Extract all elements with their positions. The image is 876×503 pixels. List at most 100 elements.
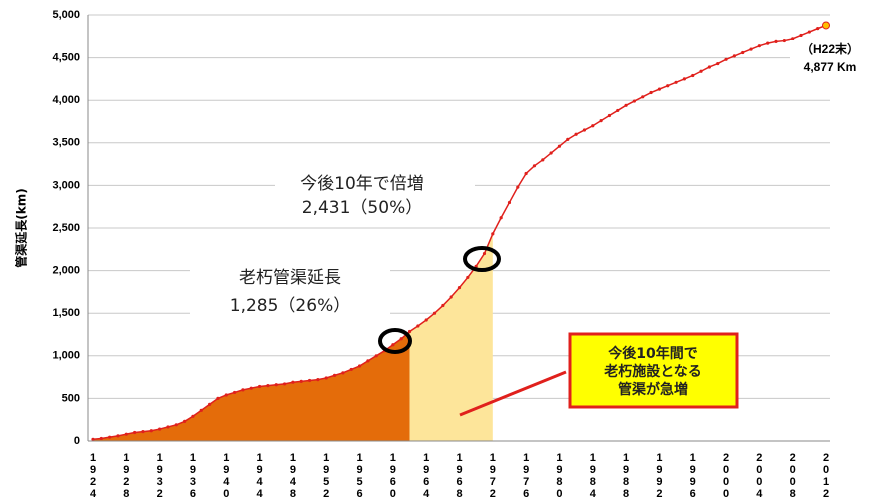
label-bg (275, 168, 475, 220)
line-layer (91, 21, 830, 441)
annotation: 老朽管渠延長 (239, 268, 341, 288)
data-point (257, 384, 262, 389)
callout-box (568, 332, 739, 409)
x-tick-label: 1960 (387, 452, 399, 500)
data-point (516, 185, 520, 189)
data-point (691, 73, 695, 78)
callout-text: 今後10年間で (607, 345, 697, 362)
data-point (91, 437, 95, 441)
x-tick-label: 1944 (254, 452, 266, 500)
data-point (657, 87, 662, 91)
y-tick-label: 1,500 (52, 307, 80, 319)
data-point (716, 61, 720, 66)
data-point (699, 69, 703, 73)
label-bg (790, 40, 872, 76)
x-tick-label: 1980 (553, 452, 565, 500)
data-point (324, 376, 328, 380)
data-point (782, 38, 786, 43)
x-tick-label: 2004 (753, 452, 765, 500)
data-point (549, 151, 553, 155)
x-tick-label: 1936 (187, 452, 199, 500)
data-point (707, 65, 711, 69)
data-point (166, 425, 170, 429)
data-point (482, 251, 487, 256)
x-tick-label: 1972 (487, 452, 499, 500)
data-point (466, 275, 470, 280)
data-point (224, 393, 228, 397)
data-point (391, 343, 395, 347)
y-tick-label: 4,000 (52, 94, 80, 106)
data-point (341, 371, 345, 375)
data-point (291, 380, 295, 384)
annotation: 2,431（50%） (302, 198, 422, 218)
data-point (233, 390, 237, 395)
data-point (774, 39, 778, 44)
data-point (541, 158, 545, 162)
x-tick-label: 1928 (120, 452, 132, 500)
data-point (407, 329, 412, 334)
data-point (357, 364, 362, 368)
data-point (116, 434, 120, 438)
data-point (124, 432, 128, 436)
data-point (822, 21, 830, 30)
data-point (299, 379, 303, 383)
y-tick-label: 4,500 (52, 52, 80, 64)
data-point (332, 373, 337, 377)
y-tick-label: 3,500 (52, 137, 80, 149)
y-tick-label: 5,000 (52, 9, 80, 21)
x-tick-label: 1952 (320, 452, 332, 500)
data-point (191, 414, 195, 418)
data-point (791, 37, 795, 41)
data-point (807, 30, 811, 34)
data-point (632, 99, 637, 103)
x-tick-label: 1976 (520, 452, 532, 500)
x-tick-label: 1948 (287, 452, 299, 500)
data-point (99, 436, 103, 441)
data-point (133, 430, 137, 435)
data-point (732, 54, 736, 58)
data-point (241, 388, 245, 392)
highlight-circle (378, 328, 412, 354)
annotation: 1,285（26%） (230, 296, 350, 316)
area-fill (93, 331, 410, 441)
y-tick-label: 1,000 (52, 350, 80, 362)
data-point (724, 57, 728, 61)
x-tick-label: 1984 (587, 452, 599, 500)
y-tick-label: 2,500 (52, 222, 80, 234)
data-point (674, 80, 678, 84)
data-point (249, 386, 253, 390)
data-point (682, 77, 686, 81)
label-bg (190, 262, 390, 320)
data-point (274, 383, 278, 387)
data-point (374, 354, 378, 358)
data-point (524, 171, 528, 176)
x-tick-label: 1988 (620, 452, 632, 500)
x-tick-label: 1968 (454, 452, 466, 500)
data-point (599, 119, 603, 123)
y-tick-label: 500 (62, 392, 80, 404)
data-point (149, 429, 153, 433)
fills (93, 233, 493, 441)
x-tick-label: 1956 (354, 452, 366, 500)
data-point (183, 419, 187, 424)
annotation: 今後10年で倍増 (300, 174, 424, 194)
data-point (158, 427, 162, 431)
end-label: （H22末） (801, 41, 859, 56)
y-tick-label: 0 (74, 435, 80, 447)
data-point (399, 337, 403, 341)
callout-pointer (459, 370, 567, 417)
data-point (424, 318, 428, 322)
data-point (624, 103, 628, 107)
y-axis-title: 管渠延長(km) (14, 188, 29, 267)
data-point (432, 311, 437, 315)
data-point (266, 384, 270, 388)
data-point (532, 164, 537, 168)
end-value: 4,877 Km (804, 60, 857, 74)
data-point (799, 33, 803, 38)
data-point (316, 378, 320, 382)
y-tick-label: 3,000 (52, 179, 80, 191)
x-tick-label: 2008 (787, 452, 799, 500)
data-point (349, 367, 353, 372)
data-point (457, 286, 462, 290)
